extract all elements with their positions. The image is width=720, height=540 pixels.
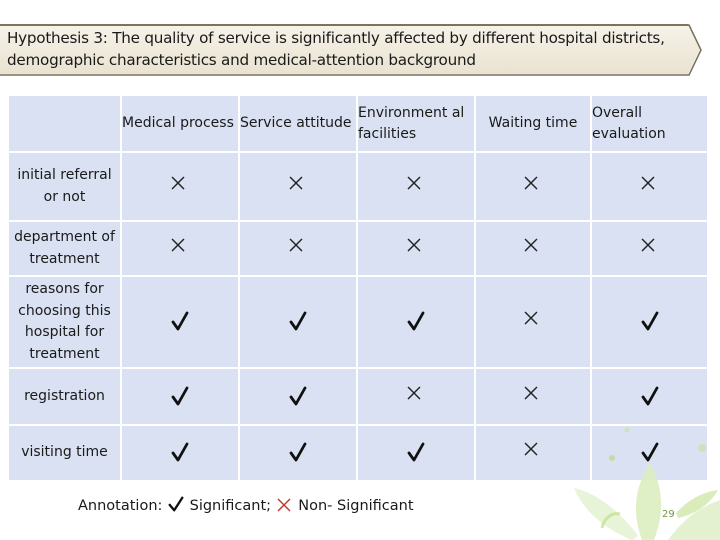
result-cell [476,277,590,367]
cross-mark-icon [276,497,294,515]
cross-mark-icon [523,441,543,461]
row-header: registration [9,369,120,424]
row-header: reasons for choosing this hospital for t… [9,277,120,367]
check-mark-icon [640,310,660,331]
table-row: registration [9,369,707,424]
significant-label: Significant; [189,498,272,514]
result-cell [240,222,356,275]
check-mark-icon [288,385,308,405]
column-header: Service attitude [240,96,356,151]
cross-mark-icon [406,385,426,405]
column-header: Medical process [122,96,238,151]
result-cell [122,426,238,480]
result-cell [358,153,474,220]
annotation-legend: Annotation: Significant; Non- Significan… [78,495,414,515]
result-cell [476,426,590,480]
result-cell [592,277,707,367]
leaf-decoration [574,427,720,540]
check-mark-icon [167,495,185,513]
check-mark-icon [406,441,426,462]
cross-mark-icon [406,175,426,195]
table-header-row: Medical process Service attitude Environ… [9,96,707,151]
result-cell [122,222,238,275]
row-header: visiting time [9,426,120,480]
result-cell [358,426,474,480]
check-mark-icon [170,385,190,405]
non-significant-label: Non- Significant [298,498,414,514]
cross-mark-icon [170,237,190,257]
result-cell [358,277,474,367]
check-mark-icon [288,441,308,462]
check-mark-icon [170,310,190,331]
annotation-prefix: Annotation: [78,498,163,514]
result-cell [358,222,474,275]
result-cell [122,369,238,424]
check-mark-icon [640,385,660,405]
cross-mark-icon [523,310,543,330]
row-header: department of treatment [9,222,120,275]
column-header: Waiting time [476,96,590,151]
column-header: Environment al facilities [358,96,474,151]
cross-mark-icon [170,175,190,195]
check-mark-icon [640,441,660,462]
result-cell [240,369,356,424]
result-cell [476,153,590,220]
cross-mark-icon [288,175,308,195]
cross-mark-icon [523,237,543,257]
result-cell [358,369,474,424]
result-cell [240,277,356,367]
result-cell [476,369,590,424]
table-row: department of treatment [9,222,707,275]
column-header: Overall evaluation [592,96,707,151]
result-cell [592,222,707,275]
page-number: 29 [662,509,675,520]
cross-mark-icon [406,237,426,257]
result-cell [122,277,238,367]
table-row: initial referral or not [9,153,707,220]
result-cell [122,153,238,220]
result-cell [592,153,707,220]
cross-mark-icon [288,237,308,257]
result-cell [476,222,590,275]
result-cell [592,369,707,424]
cross-mark-icon [523,385,543,405]
check-mark-icon [170,441,190,462]
check-mark-icon [288,310,308,331]
cross-mark-icon [640,237,660,257]
check-mark-icon [406,310,426,331]
row-header: initial referral or not [9,153,120,220]
result-cell [240,426,356,480]
cross-mark-icon [640,175,660,195]
cross-mark-icon [523,175,543,195]
table-row: reasons for choosing this hospital for t… [9,277,707,367]
page-title: Hypothesis 3: The quality of service is … [7,29,665,69]
result-cell [240,153,356,220]
corner-cell [9,96,120,151]
